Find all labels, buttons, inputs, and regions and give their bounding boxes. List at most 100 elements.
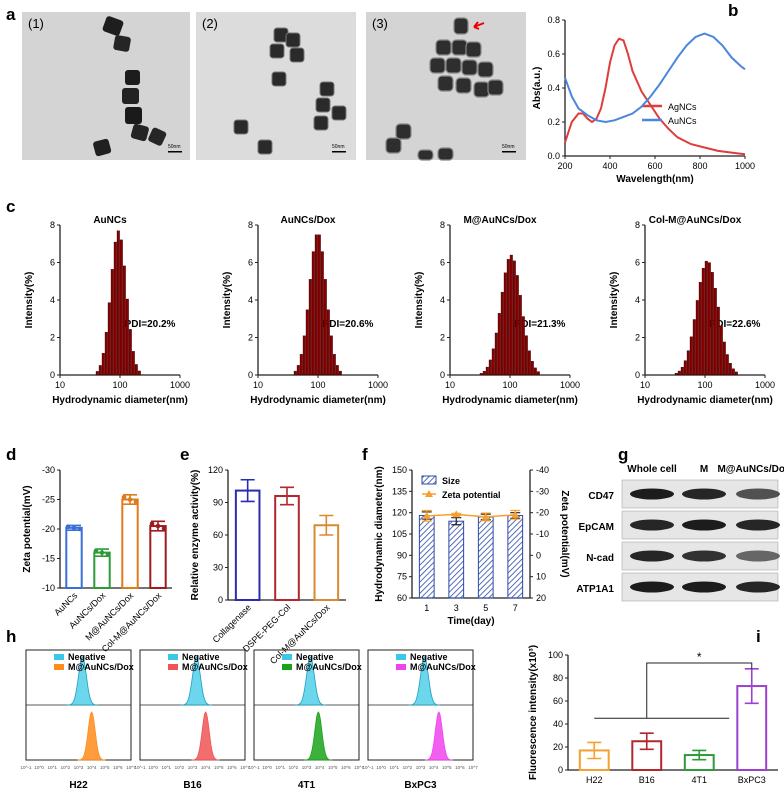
legend-label: M@AuNCs/Dox xyxy=(410,662,476,672)
x-tick-label: 10^2 xyxy=(403,765,413,770)
data-point xyxy=(149,521,155,526)
chart-f: 60759010512013515020100-10-20-30-40Hydro… xyxy=(374,465,570,627)
histogram-bar xyxy=(134,364,138,376)
error-bar xyxy=(451,517,462,526)
histogram-bar xyxy=(488,359,492,376)
x-tick-label: 10^3 xyxy=(302,765,312,770)
y-tick-label: 90 xyxy=(397,550,407,560)
y-tick-label: 0 xyxy=(248,370,253,380)
flow-histogram-1: 10^-1 10^0 10^1 10^2 10^3 10^4 10^5 10^6 10^7 Neg… xyxy=(20,649,136,791)
data-point xyxy=(121,494,127,500)
y-tick-label: 8 xyxy=(440,220,445,230)
y2-tick-label: -40 xyxy=(536,465,549,475)
histogram-bar xyxy=(518,295,522,376)
y2-tick-label: -30 xyxy=(536,486,549,496)
histogram-bar xyxy=(506,259,510,376)
histogram-bar xyxy=(122,265,126,376)
legend-label: Negative xyxy=(182,652,220,662)
histogram-bar xyxy=(503,272,507,376)
x-tick-label: 10^0 xyxy=(34,765,44,770)
y-tick-label: 0 xyxy=(218,595,223,605)
blot-row-label: ATP1A1 xyxy=(576,584,614,595)
histogram-bar xyxy=(728,363,732,376)
panel-letter-h: h xyxy=(6,627,16,646)
y-tick-label: 8 xyxy=(50,220,55,230)
x-tick-label: 100 xyxy=(502,380,517,390)
flow-histogram-2: 10^-1 10^0 10^1 10^2 10^3 10^4 10^5 10^6 10^7 Neg… xyxy=(134,649,250,791)
data-point xyxy=(93,548,99,554)
legend-marker xyxy=(425,490,433,497)
y-tick-label: 135 xyxy=(392,486,407,496)
legend-label: Negative xyxy=(410,652,448,662)
x-tick-label: 10^-1 xyxy=(134,765,146,770)
arrow-icon xyxy=(473,21,485,30)
negative-curve xyxy=(294,656,327,706)
blot-column-label: M@AuNCs/Dox xyxy=(717,464,784,475)
x-tick-label: H22 xyxy=(586,775,603,785)
axes xyxy=(567,655,778,771)
bar xyxy=(121,498,139,589)
y-tick-label: 2 xyxy=(50,333,55,343)
bar xyxy=(234,489,261,602)
x-tick-label: 10^4 xyxy=(315,765,325,770)
x-tick-label: 100 xyxy=(112,380,127,390)
panel-letter-i: i xyxy=(756,627,761,646)
legend-label: M@AuNCs/Dox xyxy=(296,662,362,672)
negative-curve xyxy=(66,656,99,706)
chart-title: AuNCs xyxy=(93,215,127,226)
chart-title: AuNCs/Dox xyxy=(280,215,335,226)
scale-bar-label: 50nm xyxy=(332,144,345,150)
panel-letter-g: g xyxy=(618,445,628,464)
y-tick-label: 0 xyxy=(50,370,55,380)
blot-band xyxy=(736,550,780,562)
y-tick-label: 40 xyxy=(553,719,563,729)
histogram-bar xyxy=(680,366,684,376)
histogram-bar xyxy=(524,335,528,376)
histogram-bar xyxy=(128,329,132,376)
chart-i: 0 20 40 60 80 100 Fluorescence intensity(x10³)… xyxy=(528,645,778,785)
legend-label: Size xyxy=(442,476,460,486)
x-tick-label: 10^4 xyxy=(429,765,439,770)
x-axis-label: Hydrodynamic diameter(nm) xyxy=(52,395,188,406)
y-tick-label: 6 xyxy=(440,258,445,268)
histogram-bar xyxy=(317,234,321,376)
y-tick-label: 0.4 xyxy=(547,83,560,93)
x-tick-label: AuNCs xyxy=(52,590,80,618)
histogram-bar xyxy=(530,361,534,376)
blot-band xyxy=(682,519,726,531)
histogram-bar xyxy=(731,368,735,376)
x-tick-label: 800 xyxy=(692,161,707,171)
x-tick-label: 10^6 xyxy=(341,765,351,770)
blot-band xyxy=(736,581,780,593)
y-axis-label: Intensity(%) xyxy=(24,272,35,329)
x-tick-label: Collagenase xyxy=(211,602,253,644)
y2-axis-label: Zeta potential(mV) xyxy=(559,490,570,577)
blot-row-label: N-cad xyxy=(586,553,614,564)
x-tick-label: 10^5 xyxy=(442,765,452,770)
y-tick-label: 60 xyxy=(553,696,563,706)
x-tick-label: 10^2 xyxy=(175,765,185,770)
y-tick-label: 105 xyxy=(392,529,407,539)
legend-label: Negative xyxy=(68,652,106,662)
x-tick-label: 10^7 xyxy=(126,765,136,770)
x-tick-label: 600 xyxy=(647,161,662,171)
histogram-bar xyxy=(329,335,333,376)
y-tick-label: 0 xyxy=(558,765,563,775)
x-tick-label: 1000 xyxy=(755,380,775,390)
histogram-4: 0 2 4 6 8 10 100 1000 Hydrodynamic diameter(nm) I… xyxy=(609,215,775,406)
histogram-bar xyxy=(95,371,99,376)
y-tick-label: 20 xyxy=(553,742,563,752)
blot-band xyxy=(630,519,674,531)
x-tick-label: 1000 xyxy=(560,380,580,390)
histogram-bar xyxy=(716,306,720,376)
y-tick-label: -25 xyxy=(42,495,55,505)
histogram-bar xyxy=(302,335,306,376)
histogram-bar xyxy=(692,319,696,376)
flow-histogram-4: 10^-1 10^0 10^1 10^2 10^3 10^4 10^5 10^6 10^7 Neg… xyxy=(362,649,478,791)
legend-swatch xyxy=(396,664,406,670)
y-tick-label: 100 xyxy=(548,650,563,660)
pdi-label: PDI=22.6% xyxy=(710,319,761,330)
legend-label: AuNCs xyxy=(668,116,697,126)
chart-title: BxPC3 xyxy=(404,780,437,791)
x-tick-label: 1000 xyxy=(368,380,388,390)
